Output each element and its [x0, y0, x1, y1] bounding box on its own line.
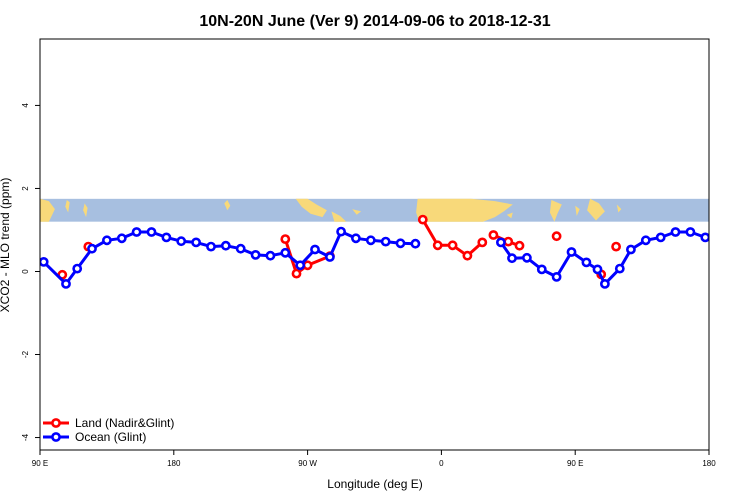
data-point-ocean — [536, 264, 547, 275]
data-point-land — [462, 250, 473, 261]
data-point-ocean — [310, 244, 320, 255]
legend-item-ocean: Ocean (Glint) — [43, 430, 146, 444]
y-tick-label: 0 — [21, 269, 30, 274]
data-point-ocean — [250, 249, 261, 260]
data-point-land — [417, 214, 428, 225]
y-axis: -4 -2 0 2 4 — [21, 103, 40, 441]
land-shape — [587, 198, 605, 221]
data-point-ocean — [507, 253, 517, 264]
series-line-land — [421, 218, 484, 258]
data-point-land — [488, 230, 499, 240]
y-tick-label: -4 — [21, 433, 30, 441]
data-point-ocean — [40, 257, 49, 267]
y-axis-label: XCO2 - MLO trend (ppm) — [0, 178, 12, 313]
series-layer — [40, 214, 709, 289]
data-point-land — [503, 236, 514, 247]
legend-label-ocean: Ocean (Glint) — [75, 430, 146, 444]
legend-label-land: Land (Nadir&Glint) — [75, 416, 174, 430]
data-point-ocean — [551, 271, 562, 282]
data-point-ocean — [410, 238, 421, 249]
land-shape — [65, 200, 70, 213]
data-point-ocean — [581, 257, 592, 268]
series-ocean — [40, 226, 709, 289]
data-point-ocean — [324, 252, 335, 262]
legend-marker-ocean — [51, 432, 61, 442]
legend-item-land: Land (Nadir&Glint) — [43, 416, 174, 430]
data-point-ocean — [380, 236, 391, 247]
data-point-land — [447, 240, 458, 251]
data-point-ocean — [670, 227, 681, 237]
data-point-ocean — [102, 235, 112, 246]
data-point-ocean — [640, 235, 651, 246]
data-point-ocean — [685, 227, 696, 237]
data-point-ocean — [566, 247, 577, 257]
data-point-ocean — [395, 238, 406, 249]
world-map-strip — [40, 198, 709, 222]
data-point-ocean — [206, 241, 216, 252]
data-point-ocean — [522, 252, 532, 263]
data-point-ocean — [336, 226, 346, 237]
land-shape — [40, 198, 55, 222]
data-point-ocean — [350, 233, 361, 244]
land-shape — [224, 200, 231, 211]
legend: Land (Nadir&Glint) Ocean (Glint) — [43, 416, 174, 444]
series-line-ocean — [499, 230, 706, 286]
data-point-ocean — [161, 232, 172, 243]
data-point-land — [611, 241, 621, 252]
data-point-ocean — [295, 260, 306, 271]
data-point-ocean — [61, 278, 71, 289]
data-point-ocean — [365, 235, 376, 246]
land-shape — [575, 205, 580, 216]
data-point-land — [477, 237, 488, 248]
data-point-ocean — [235, 243, 246, 254]
land-shape — [416, 198, 513, 222]
data-point-ocean — [220, 240, 231, 251]
chart-title: 10N-20N June (Ver 9) 2014-09-06 to 2018-… — [199, 13, 550, 30]
land-shape — [352, 209, 362, 215]
land-shape — [83, 203, 88, 218]
data-point-ocean — [280, 247, 291, 258]
y-tick-label: -2 — [21, 350, 30, 358]
data-point-ocean — [87, 243, 97, 254]
x-tick-label: 180 — [167, 459, 181, 468]
legend-marker-land — [51, 418, 61, 428]
x-tick-label: 180 — [702, 459, 716, 468]
data-point-land — [514, 240, 525, 251]
data-point-ocean — [614, 263, 625, 274]
data-point-ocean — [176, 236, 187, 247]
ocean-band — [40, 198, 709, 222]
land-shape — [295, 198, 327, 218]
x-tick-label: 90 W — [298, 459, 317, 468]
x-tick-label: 90 E — [567, 459, 583, 468]
data-point-land — [551, 231, 562, 242]
data-point-ocean — [600, 278, 610, 289]
data-point-land — [432, 240, 443, 251]
x-axis: 90 E 180 90 W 0 90 E 180 — [32, 450, 716, 468]
data-point-land — [280, 234, 291, 244]
x-tick-label: 0 — [439, 459, 444, 468]
data-point-ocean — [495, 237, 506, 248]
land-shape — [549, 200, 562, 222]
data-point-ocean — [592, 264, 603, 275]
data-point-ocean — [131, 227, 142, 237]
data-point-ocean — [655, 232, 666, 243]
x-tick-label: 90 E — [32, 459, 48, 468]
data-point-ocean — [146, 227, 157, 237]
data-point-ocean — [265, 250, 276, 261]
land-shape — [506, 212, 513, 219]
land-shape — [331, 211, 347, 222]
data-point-ocean — [72, 263, 83, 274]
data-point-ocean — [116, 233, 127, 244]
data-point-ocean — [700, 232, 709, 243]
y-tick-label: 4 — [21, 103, 30, 108]
data-point-ocean — [191, 237, 201, 248]
x-axis-label: Longitude (deg E) — [327, 477, 422, 491]
data-point-land — [291, 268, 302, 279]
y-tick-label: 2 — [21, 186, 30, 191]
land-shape — [616, 204, 622, 213]
plot-frame — [39, 38, 710, 451]
data-point-ocean — [626, 244, 636, 255]
series-land — [57, 214, 621, 280]
